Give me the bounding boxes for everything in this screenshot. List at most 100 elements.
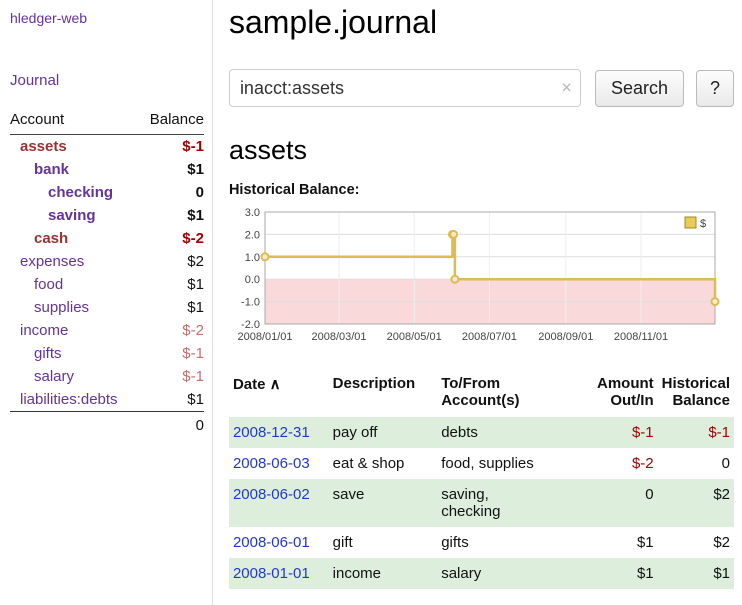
accounts-total-row: 0 xyxy=(10,411,204,437)
svg-text:2008/07/01: 2008/07/01 xyxy=(462,331,517,343)
transaction-date-link[interactable]: 2008-12-31 xyxy=(232,424,310,441)
help-button[interactable]: ? xyxy=(695,69,734,107)
svg-text:3.0: 3.0 xyxy=(245,207,260,219)
register-column-header: Historical Balance xyxy=(658,373,734,417)
search-form: × Search ? xyxy=(228,69,734,107)
svg-text:$: $ xyxy=(700,218,706,230)
transaction-date-link[interactable]: 2008-06-01 xyxy=(232,534,310,551)
register-amount: $1 xyxy=(636,565,654,582)
account-row: expenses $2 xyxy=(10,250,204,273)
transaction-date-link[interactable]: 2008-01-01 xyxy=(232,565,310,582)
account-balance: $1 xyxy=(187,161,204,178)
account-row: checking 0 xyxy=(10,181,204,204)
sort-ascending-icon: ∧ xyxy=(269,376,281,393)
account-name-cell: income xyxy=(10,319,139,342)
register-accounts: salary xyxy=(441,565,482,582)
register-column-header[interactable]: Date ∧ xyxy=(229,373,329,417)
register-description: save xyxy=(332,486,365,503)
account-name-cell: checking xyxy=(10,181,139,204)
account-link[interactable]: gifts xyxy=(34,345,62,362)
header-line: Balance xyxy=(672,392,730,409)
account-balance: $1 xyxy=(187,299,204,316)
svg-text:2.0: 2.0 xyxy=(245,229,260,241)
register-row: 2008-06-03 eat & shop food, supplies $-2 0 xyxy=(229,448,734,479)
register-description: income xyxy=(332,565,382,582)
account-link[interactable]: expenses xyxy=(20,253,85,270)
register-balance: $2 xyxy=(713,486,730,503)
header-line: Description xyxy=(332,375,416,392)
header-line: Account(s) xyxy=(441,392,520,409)
svg-text:0.0: 0.0 xyxy=(245,274,260,286)
register-amount: 0 xyxy=(645,486,654,503)
account-balance: $-1 xyxy=(182,345,204,362)
account-row: liabilities:debts $1 xyxy=(10,388,204,412)
register-accounts: debts xyxy=(441,424,478,441)
accounts-table: Account Balance assets $-1 bank $1 checking 0… xyxy=(10,109,204,437)
transaction-date-link[interactable]: 2008-06-03 xyxy=(232,455,310,472)
register-date-cell: 2008-06-02 xyxy=(229,479,329,527)
total-spacer xyxy=(10,411,139,437)
accounts-table-body: assets $-1 bank $1 checking 0 saving $1 cash $-2 e… xyxy=(10,135,204,412)
register-balance: $-1 xyxy=(708,424,730,441)
account-row: cash $-2 xyxy=(10,227,204,250)
account-balance: $2 xyxy=(187,253,204,270)
header-line: Out/In xyxy=(610,392,654,409)
svg-text:2008/01/01: 2008/01/01 xyxy=(237,331,292,343)
account-row: food $1 xyxy=(10,273,204,296)
search-input-wrap: × xyxy=(228,69,581,107)
register-column-header: Amount Out/In xyxy=(571,373,657,417)
register-balance: $2 xyxy=(713,534,730,551)
transaction-date-link[interactable]: 2008-06-02 xyxy=(232,486,310,503)
svg-text:2008/03/01: 2008/03/01 xyxy=(311,331,366,343)
account-link[interactable]: salary xyxy=(34,368,75,385)
register-accounts: food, supplies xyxy=(441,455,534,472)
chart-title: Historical Balance: xyxy=(228,182,360,198)
account-balance: $1 xyxy=(187,207,204,224)
register-date-cell: 2008-06-03 xyxy=(229,448,329,479)
svg-text:2008/09/01: 2008/09/01 xyxy=(538,331,593,343)
register-row: 2008-06-01 gift gifts $1 $2 xyxy=(229,527,734,558)
header-line: To/From xyxy=(441,375,501,392)
account-link[interactable]: income xyxy=(20,322,69,339)
account-link[interactable]: cash xyxy=(34,230,69,247)
account-name-cell: expenses xyxy=(10,250,139,273)
account-link[interactable]: assets xyxy=(20,138,67,155)
register-description: eat & shop xyxy=(332,455,405,472)
register-amount: $-2 xyxy=(631,455,654,472)
account-link[interactable]: saving xyxy=(48,207,96,224)
account-balance: $1 xyxy=(187,391,204,408)
account-row: assets $-1 xyxy=(10,135,204,159)
balance-column-header: Balance xyxy=(138,109,204,135)
register-date-cell: 2008-12-31 xyxy=(229,417,329,448)
register-row: 2008-06-02 save saving, checking 0 $2 xyxy=(228,479,734,527)
account-balance: $-2 xyxy=(182,230,204,247)
account-row: saving $1 xyxy=(10,204,204,227)
account-row: salary $-1 xyxy=(10,365,204,388)
account-column-header: Account xyxy=(10,109,139,135)
search-button[interactable]: Search xyxy=(594,69,684,107)
account-link[interactable]: bank xyxy=(34,161,70,178)
svg-text:1.0: 1.0 xyxy=(245,252,260,264)
search-input[interactable] xyxy=(228,69,581,107)
register-header-row: Date ∧ Description To/From Account(s) Amount… xyxy=(229,373,734,417)
register-date-cell: 2008-01-01 xyxy=(229,558,329,589)
sidebar-item-journal[interactable]: Journal xyxy=(10,72,60,89)
account-name-cell: saving xyxy=(10,204,139,227)
register-balance: 0 xyxy=(721,455,730,472)
account-link[interactable]: liabilities:debts xyxy=(20,391,118,408)
svg-text:2008/05/01: 2008/05/01 xyxy=(387,331,442,343)
register-column-header: To/From Account(s) xyxy=(437,373,571,417)
brand-link[interactable]: hledger-web xyxy=(10,10,88,26)
header-line: Date ∧ xyxy=(232,376,281,393)
main-content: sample.journal × Search ? assets Histori… xyxy=(213,0,742,605)
account-name-cell: food xyxy=(10,273,139,296)
account-balance: $1 xyxy=(187,276,204,293)
account-balance: 0 xyxy=(195,184,204,201)
clear-search-icon[interactable]: × xyxy=(561,77,572,98)
account-link[interactable]: checking xyxy=(48,184,114,201)
account-link[interactable]: supplies xyxy=(34,299,90,316)
svg-text:2008/11/01: 2008/11/01 xyxy=(614,331,668,343)
account-row: income $-2 xyxy=(10,319,204,342)
account-link[interactable]: food xyxy=(34,276,64,293)
